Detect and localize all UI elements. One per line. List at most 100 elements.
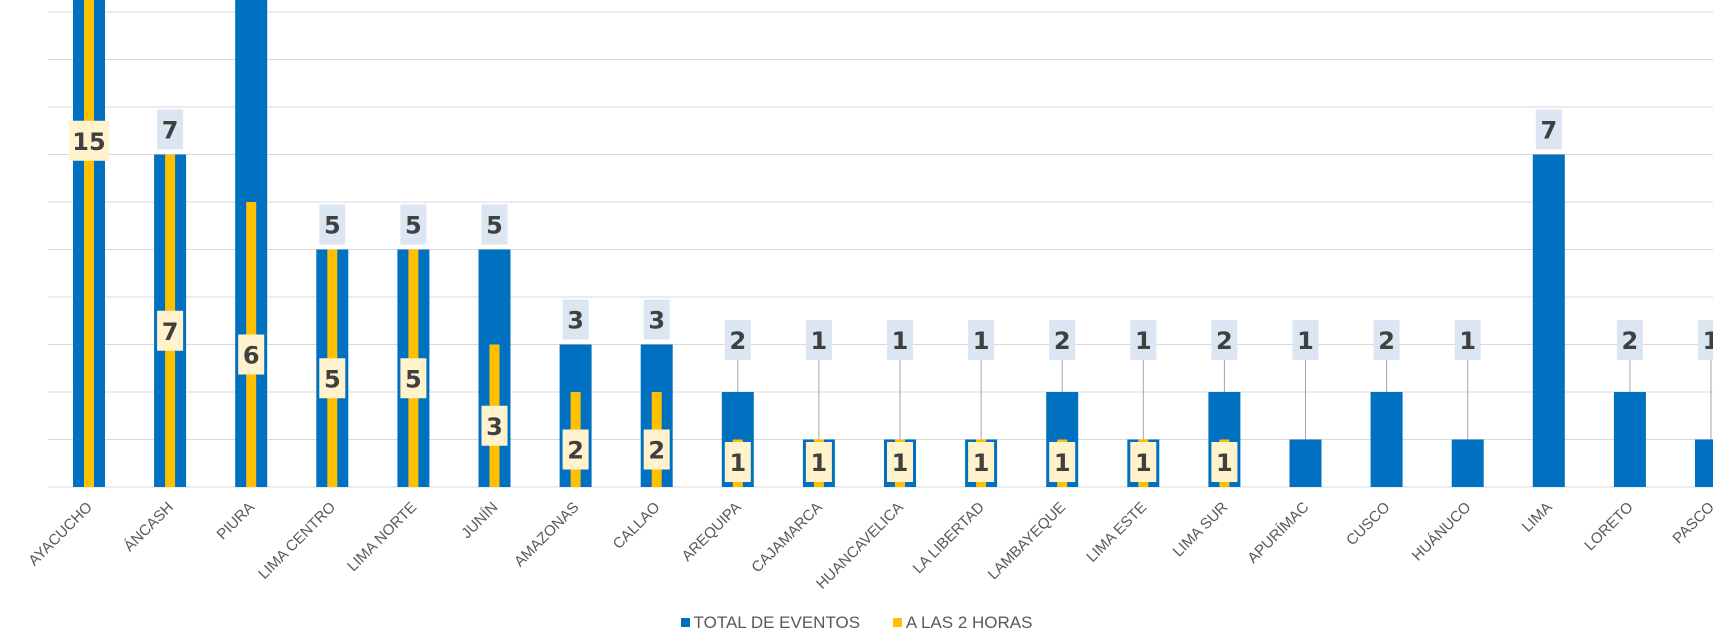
category-label: LIMA CENTRO [255,499,339,583]
svg-text:1: 1 [1135,327,1152,355]
svg-text:1: 1 [973,449,990,477]
svg-text:2: 2 [729,327,746,355]
data-label-total: 7 [1535,109,1562,150]
svg-text:2: 2 [1054,327,1071,355]
data-label-total: 1 [1292,320,1319,360]
svg-text:1: 1 [1054,449,1071,477]
data-label-total: 1 [1130,320,1157,360]
data-label-2-horas: 1 [805,442,832,482]
data-label-2-horas: 1 [1049,442,1076,482]
svg-text:2: 2 [1216,327,1233,355]
svg-text:2: 2 [648,437,665,465]
category-label: HUÁNUCO [1409,499,1475,565]
svg-text:1: 1 [1216,449,1233,477]
data-label-2-horas: 7 [157,310,184,351]
svg-text:1: 1 [892,449,909,477]
data-label-2-horas: 2 [643,429,670,470]
data-label-2-horas: 5 [400,358,427,399]
bar-total [1695,439,1713,487]
data-label-2-horas: 1 [1211,442,1238,482]
svg-text:5: 5 [486,212,503,240]
svg-text:6: 6 [243,342,260,370]
data-label-total: 2 [724,320,751,360]
svg-text:1: 1 [729,449,746,477]
category-label: LAMBAYEQUE [985,499,1069,583]
svg-text:3: 3 [648,307,665,335]
legend: TOTAL DE EVENTOS A LAS 2 HORAS [0,612,1713,633]
svg-text:3: 3 [486,413,503,441]
svg-text:1: 1 [1459,327,1476,355]
svg-text:7: 7 [1540,117,1557,145]
category-label: PIURA [214,499,258,543]
data-label-2-horas: 1 [968,442,995,482]
svg-text:5: 5 [324,365,341,393]
svg-text:1: 1 [1703,327,1713,355]
category-label: ÁNCASH [121,499,177,555]
data-label-2-horas: 5 [319,358,346,399]
data-label-2-horas: 15 [69,120,109,161]
bars [73,0,1713,487]
data-label-total: 3 [562,299,589,340]
category-label: LORETO [1581,499,1636,554]
category-label: AYACUCHO [25,499,96,570]
svg-text:1: 1 [973,327,990,355]
category-label: AREQUIPA [679,499,745,565]
svg-text:7: 7 [162,318,179,346]
category-label: APURÍMAC [1244,499,1312,567]
data-label-total: 1 [1454,320,1481,360]
data-label-total: 5 [481,204,508,245]
data-label-total: 1 [805,320,832,360]
category-label: JUNÍN [458,499,501,542]
data-label-total: 2 [1616,320,1643,360]
svg-text:5: 5 [405,365,422,393]
bar-total [1532,154,1565,487]
svg-text:3: 3 [567,307,584,335]
legend-swatch-total [680,618,690,627]
svg-text:15: 15 [72,128,105,156]
bar-total [1289,439,1322,487]
data-label-total: 3 [643,299,670,340]
data-label-total: 5 [319,204,346,245]
category-label: LIMA ESTE [1083,499,1150,566]
data-label-2-horas: 2 [562,429,589,470]
data-label-total: 2 [1373,320,1400,360]
svg-text:2: 2 [1378,327,1395,355]
legend-label-2h: A LAS 2 HORAS [905,612,1033,632]
legend-item-total: TOTAL DE EVENTOS [680,612,861,633]
category-label: CUSCO [1343,499,1393,549]
svg-text:2: 2 [1622,327,1639,355]
bar-total [1613,392,1646,487]
data-label-total: 1 [1698,320,1713,360]
data-label-total: 7 [157,109,184,150]
gridlines [48,11,1713,488]
svg-text:5: 5 [405,212,422,240]
svg-text:1: 1 [811,327,828,355]
category-label: CAJAMARCA [748,499,825,576]
bar-total [1451,439,1484,487]
svg-text:5: 5 [324,212,341,240]
svg-text:1: 1 [892,327,909,355]
data-label-2-horas: 6 [238,334,265,375]
bar-2-horas [84,0,94,487]
category-label: LIMA [1519,499,1556,536]
bar-total [1370,392,1403,487]
category-label: LIMA NORTE [344,499,420,575]
data-label-2-horas: 1 [1130,442,1157,482]
category-label: AMAZONAS [511,499,583,571]
category-label: PASCO [1669,499,1713,547]
data-label-2-horas: 1 [887,442,913,482]
data-label-total: 2 [1211,320,1238,360]
data-label-2-horas: 1 [724,442,751,482]
category-label: CALLAO [610,499,664,553]
legend-swatch-2h [892,618,902,627]
legend-item-2h: A LAS 2 HORAS [892,612,1033,633]
svg-text:1: 1 [1135,449,1152,477]
data-labels: 181577116555553323221111111211121121721 [69,109,1713,482]
svg-text:1: 1 [811,449,828,477]
data-label-total: 1 [968,320,995,360]
legend-label-total: TOTAL DE EVENTOS [693,612,861,632]
category-label: LA LIBERTAD [910,499,988,577]
data-label-2-horas: 3 [481,405,508,446]
data-label-total: 1 [887,320,913,360]
